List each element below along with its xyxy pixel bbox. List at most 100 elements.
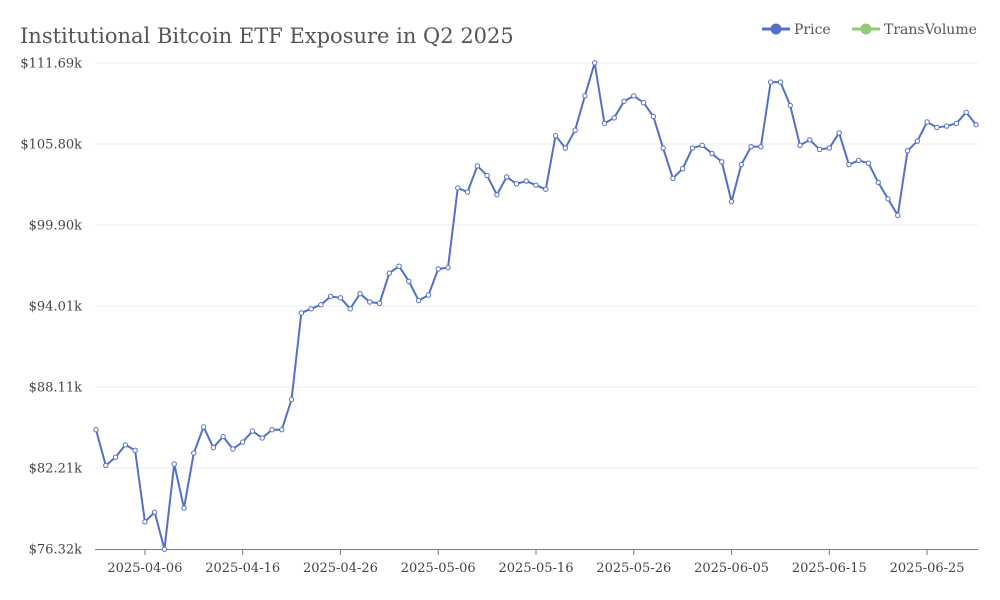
data-point[interactable]	[963, 109, 969, 116]
data-point[interactable]	[533, 182, 539, 188]
data-point[interactable]	[445, 264, 451, 271]
data-point[interactable]	[279, 427, 285, 433]
data-point[interactable]	[895, 212, 901, 219]
data-point[interactable]	[728, 198, 735, 205]
data-point[interactable]	[337, 295, 344, 301]
data-point[interactable]	[396, 263, 402, 269]
data-point[interactable]	[631, 93, 637, 99]
data-point[interactable]	[973, 121, 979, 128]
data-point[interactable]	[318, 301, 324, 308]
data-point[interactable]	[151, 509, 158, 515]
data-point[interactable]	[327, 293, 334, 300]
data-point[interactable]	[885, 196, 891, 202]
data-point[interactable]	[934, 124, 940, 131]
data-point[interactable]	[855, 157, 862, 164]
data-point[interactable]	[132, 447, 138, 454]
data-point[interactable]	[259, 435, 265, 441]
data-point[interactable]	[239, 439, 246, 445]
data-point[interactable]	[288, 396, 295, 403]
data-point[interactable]	[464, 189, 471, 195]
data-point[interactable]	[484, 172, 490, 179]
x-tick-label: 2025-04-06	[107, 561, 182, 576]
data-point[interactable]	[191, 450, 197, 456]
data-point[interactable]	[650, 113, 657, 120]
data-point[interactable]	[709, 150, 715, 157]
data-point[interactable]	[943, 123, 950, 129]
data-point[interactable]	[719, 159, 725, 165]
data-point[interactable]	[513, 181, 520, 187]
axes: $76.32k $82.21k $88.11k $94.01k $99.90k $105.…	[20, 57, 978, 576]
chart-title: Institutional Bitcoin ETF Exposure in Q2…	[20, 24, 514, 48]
data-point[interactable]	[738, 161, 745, 168]
data-point[interactable]	[777, 79, 784, 85]
data-point[interactable]	[220, 433, 226, 440]
data-point[interactable]	[347, 306, 353, 312]
data-point[interactable]	[572, 127, 578, 133]
data-point[interactable]	[562, 145, 569, 151]
data-point[interactable]	[826, 145, 833, 151]
data-point[interactable]	[406, 278, 412, 285]
data-point[interactable]	[435, 266, 441, 272]
data-point[interactable]	[543, 186, 549, 192]
data-point[interactable]	[415, 297, 422, 304]
data-point[interactable]	[621, 98, 627, 105]
data-point[interactable]	[953, 120, 960, 127]
data-point[interactable]	[93, 427, 99, 433]
data-point[interactable]	[112, 454, 119, 460]
data-point[interactable]	[298, 310, 305, 316]
data-point[interactable]	[142, 519, 148, 525]
data-point[interactable]	[846, 161, 852, 168]
data-point[interactable]	[670, 175, 676, 181]
data-point[interactable]	[787, 102, 793, 109]
data-point[interactable]	[210, 444, 217, 451]
data-point[interactable]	[758, 143, 764, 150]
data-point[interactable]	[582, 93, 588, 99]
data-point[interactable]	[376, 300, 383, 307]
y-tick-label: $94.01k	[29, 300, 82, 315]
data-point[interactable]	[103, 462, 109, 469]
y-tick-label: $111.69k	[20, 57, 82, 72]
data-point[interactable]	[308, 306, 314, 312]
data-point[interactable]	[494, 192, 500, 198]
data-point[interactable]	[503, 174, 510, 180]
data-point[interactable]	[797, 142, 803, 149]
data-point[interactable]	[699, 142, 705, 149]
data-point[interactable]	[357, 291, 363, 297]
data-point[interactable]	[767, 79, 774, 85]
data-point[interactable]	[640, 100, 647, 106]
data-point[interactable]	[386, 270, 393, 276]
data-point[interactable]	[181, 505, 187, 511]
data-point[interactable]	[865, 160, 872, 166]
legend-item-transvolume[interactable]: TransVolume	[852, 22, 977, 38]
data-point[interactable]	[748, 143, 754, 150]
data-point[interactable]	[455, 185, 461, 191]
data-point[interactable]	[200, 424, 207, 430]
data-point[interactable]	[914, 138, 921, 144]
data-point[interactable]	[230, 446, 236, 452]
data-point[interactable]	[689, 145, 696, 151]
data-point[interactable]	[875, 179, 881, 186]
legend-swatch-dot	[770, 23, 782, 35]
data-point[interactable]	[425, 292, 432, 298]
data-point[interactable]	[367, 299, 373, 305]
data-point[interactable]	[660, 145, 666, 151]
y-tick-label: $82.21k	[29, 462, 82, 477]
data-point[interactable]	[816, 146, 823, 153]
data-point[interactable]	[611, 115, 617, 121]
data-point[interactable]	[807, 137, 813, 143]
data-point[interactable]	[249, 428, 256, 434]
data-point[interactable]	[474, 163, 481, 169]
data-point[interactable]	[904, 148, 911, 154]
data-point[interactable]	[836, 130, 842, 136]
data-point[interactable]	[679, 165, 686, 172]
legend-item-price[interactable]: Price	[762, 22, 831, 38]
data-point[interactable]	[122, 442, 129, 448]
data-point[interactable]	[269, 427, 275, 433]
data-point[interactable]	[171, 461, 177, 467]
data-point[interactable]	[924, 119, 930, 125]
data-point[interactable]	[523, 178, 529, 184]
data-point[interactable]	[552, 132, 559, 139]
data-point[interactable]	[161, 546, 168, 552]
data-point[interactable]	[591, 60, 598, 66]
data-point[interactable]	[601, 120, 608, 127]
